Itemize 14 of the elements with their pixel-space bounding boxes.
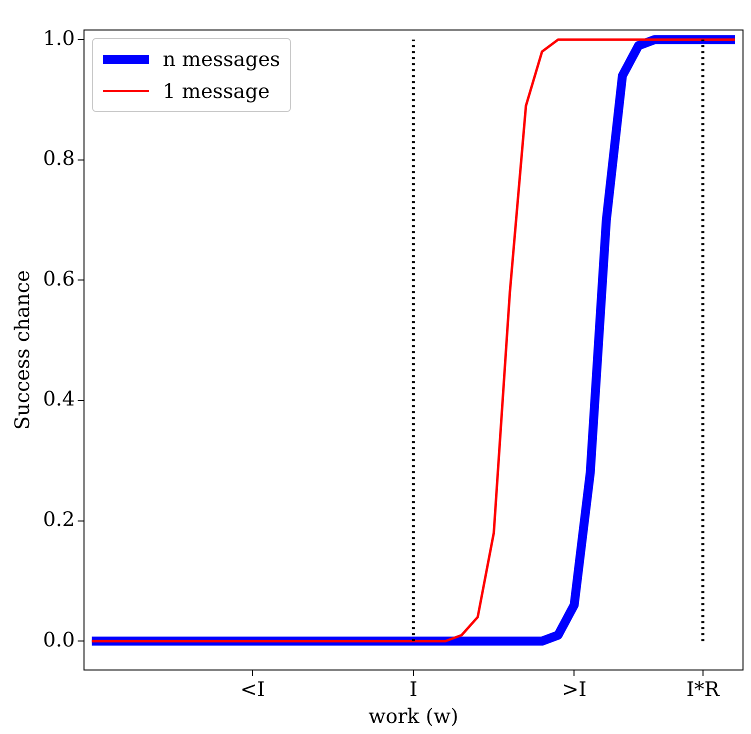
- y-tick-label: 0.0: [42, 627, 75, 652]
- x-tick-label: I*R: [686, 677, 720, 702]
- x-tick-label: I: [409, 677, 418, 702]
- y-tick-label: 0.2: [42, 507, 75, 532]
- y-tick-label: 0.8: [42, 146, 75, 170]
- y-tick-label: 1.0: [42, 26, 75, 50]
- y-tick-label: 0.4: [42, 386, 75, 411]
- y-axis-title: Success chance: [10, 270, 34, 430]
- legend-label: n messages: [162, 47, 280, 71]
- legend-label: 1 message: [162, 79, 270, 103]
- x-axis-title: work (w): [368, 704, 458, 728]
- y-tick-label: 0.6: [42, 266, 75, 290]
- x-tick-label: >I: [562, 677, 587, 702]
- x-tick-label: <I: [240, 677, 265, 702]
